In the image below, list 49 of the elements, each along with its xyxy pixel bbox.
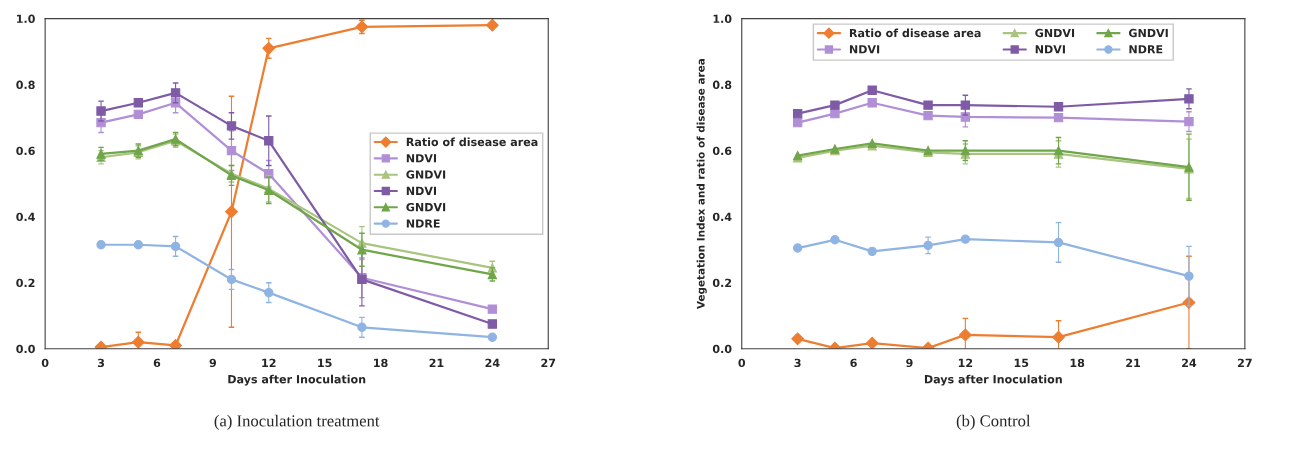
legend-label: NDVI <box>406 186 437 195</box>
y-tick-label: 0.0 <box>16 344 35 354</box>
x-tick-label: 0 <box>738 358 746 368</box>
legend-label: NDVI <box>849 45 880 54</box>
x-tick-label: 21 <box>1126 358 1141 367</box>
y-tick-label: 1.0 <box>17 14 35 23</box>
x-tick-label: 3 <box>794 358 801 368</box>
x-tick-label: 15 <box>1014 358 1029 368</box>
legend-label: GNDVI <box>406 170 446 179</box>
legend-label: NDRE <box>1129 45 1163 54</box>
x-tick-label: 6 <box>153 358 161 368</box>
x-axis-title: Days after Inoculation <box>924 374 1062 386</box>
y-tick-label: 0.6 <box>712 146 732 156</box>
y-tick-label: 0.2 <box>16 278 35 288</box>
y-tick-label: 0.0 <box>712 344 732 354</box>
legend-label: GNDVI <box>1035 28 1075 38</box>
legend-label: GNDVI <box>406 202 446 212</box>
legend-label: GNDVI <box>1128 28 1168 38</box>
x-tick-label: 18 <box>374 358 388 368</box>
y-tick-label: 0.8 <box>16 80 35 90</box>
x-tick-label: 24 <box>1182 358 1197 367</box>
x-tick-label: 24 <box>485 358 500 367</box>
x-tick-label: 15 <box>318 358 332 368</box>
y-tick-label: 0.4 <box>712 212 732 222</box>
text: (b) Control <box>956 414 1031 430</box>
y-tick-label: 0.4 <box>16 212 35 222</box>
y-tick-label: 0.2 <box>712 278 732 288</box>
x-tick-label: 6 <box>850 358 857 368</box>
legend-label: Ratio of disease area <box>849 28 981 38</box>
x-tick-label: 27 <box>1238 358 1252 367</box>
legend-label: NDVI <box>1035 45 1065 54</box>
x-tick-label: 9 <box>209 358 217 368</box>
x-tick-label: 27 <box>541 358 556 367</box>
y-tick-label: 1.0 <box>713 14 732 23</box>
x-tick-label: 3 <box>97 358 105 368</box>
x-axis-title: Days after Inoculation <box>228 374 366 386</box>
legend-label: NDRE <box>406 219 440 228</box>
x-tick-label: 0 <box>41 358 49 368</box>
x-tick-label: 9 <box>906 358 913 368</box>
legend-label: Ratio of disease area <box>406 137 538 147</box>
x-tick-label: 12 <box>958 358 973 367</box>
y-tick-label: 0.6 <box>16 146 35 156</box>
x-tick-label: 21 <box>429 358 444 367</box>
x-tick-label: 12 <box>262 358 276 367</box>
x-tick-label: 18 <box>1070 358 1085 368</box>
y-axis-title: Vegetation Index and ratio of disease area <box>696 59 707 310</box>
text: (a) Inoculation treatment <box>214 414 380 430</box>
legend-label: NDVI <box>406 154 437 163</box>
y-tick-label: 0.8 <box>712 80 732 90</box>
